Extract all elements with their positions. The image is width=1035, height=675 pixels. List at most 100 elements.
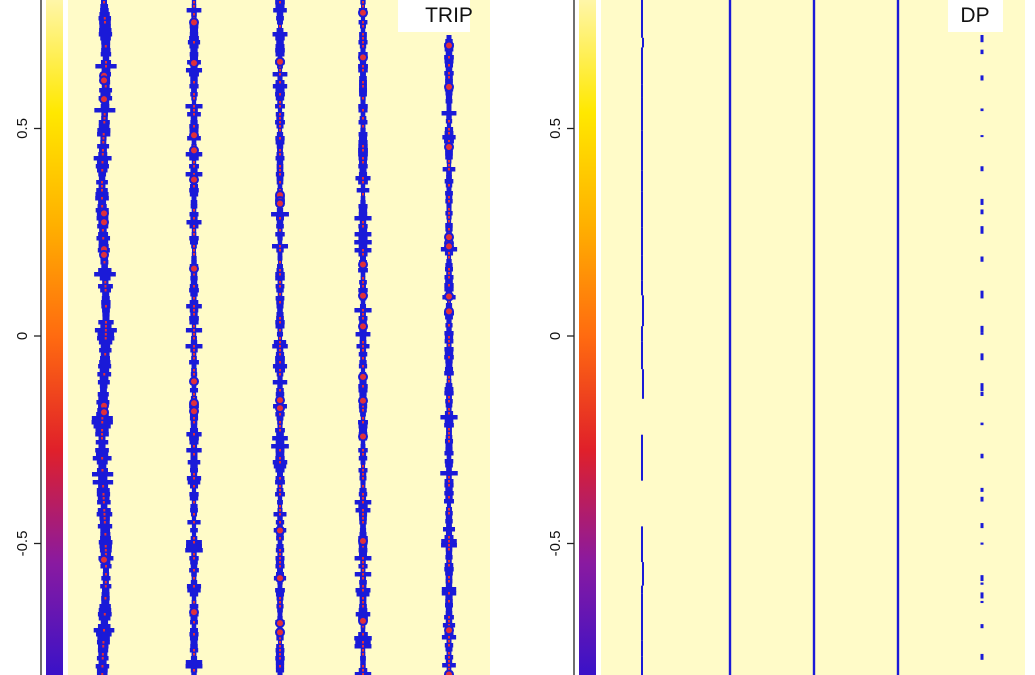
heatmap-core-cell	[362, 161, 364, 164]
heatmap-core-cell	[104, 597, 107, 600]
heatmap-fragment	[641, 640, 643, 657]
heatmap-core-cell	[279, 93, 281, 96]
heatmap-line	[812, 0, 816, 675]
heatmap-peak	[275, 403, 285, 414]
heatmap-core-cell	[362, 633, 364, 636]
heatmap-core-cell	[193, 105, 195, 108]
heatmap-core-cell	[448, 376, 450, 379]
heatmap-core-cell	[193, 249, 195, 252]
heatmap-core-cell	[362, 405, 364, 408]
heatmap-core-cell	[193, 225, 195, 228]
heatmap-peak	[444, 232, 454, 243]
heatmap-core-cell	[362, 145, 364, 148]
heatmap-peak	[189, 174, 199, 185]
heatmap-core-cell	[193, 1, 195, 4]
heatmap-core-cell	[448, 56, 450, 59]
heatmap-core-cell	[448, 356, 450, 359]
heatmap-core-cell	[279, 521, 281, 524]
heatmap-core-cell	[103, 613, 106, 616]
heatmap-core-cell	[279, 125, 281, 128]
heatmap-core-cell	[448, 140, 450, 143]
heatmap-fragment	[980, 325, 984, 333]
heatmap-core-cell	[362, 253, 364, 256]
heatmap-peak	[189, 57, 199, 68]
panel-dp: 0.5 0 -0.5 DP	[547, 0, 1025, 675]
heatmap-core-cell	[193, 285, 195, 288]
heatmap-peak	[189, 145, 199, 156]
heatmap-core-cell	[362, 421, 364, 424]
heatmap-column	[354, 0, 372, 675]
heatmap-core-cell	[102, 133, 105, 136]
colorbar	[579, 0, 596, 675]
heatmap-core-cell	[279, 457, 281, 460]
heatmap-fragment	[980, 108, 984, 112]
heatmap-core-cell	[193, 253, 195, 256]
heatmap-core-cell	[362, 453, 364, 456]
heatmap-core-cell	[362, 225, 364, 228]
heatmap-core-cell	[448, 436, 450, 439]
heatmap-core-cell	[448, 576, 450, 579]
heatmap-core-cell	[103, 513, 106, 516]
heatmap-core-cell	[448, 592, 450, 595]
heatmap-core-cell	[101, 169, 104, 172]
heatmap-core-cell	[448, 652, 450, 655]
heatmap-peak	[275, 525, 285, 536]
heatmap-core-cell	[193, 501, 195, 504]
heatmap-core-cell	[279, 81, 281, 84]
heatmap-core-cell	[103, 17, 106, 20]
heatmap-fragment	[641, 326, 643, 342]
heatmap-peak	[275, 618, 285, 629]
heatmap-core-cell	[102, 497, 105, 500]
heatmap-core-cell	[103, 517, 106, 520]
heatmap-peak	[275, 627, 285, 638]
heatmap-core-cell	[193, 633, 195, 636]
heatmap-fragment	[980, 600, 984, 604]
heatmap-core-cell	[101, 657, 104, 660]
heatmap-fragment	[980, 332, 984, 335]
heatmap-core-cell	[102, 493, 105, 496]
heatmap-core-cell	[193, 209, 195, 212]
heatmap-core-cell	[102, 641, 105, 644]
colorbar	[46, 0, 63, 675]
heatmap-peak	[358, 431, 368, 442]
heatmap-core-cell	[362, 285, 364, 288]
heatmap-core-cell	[279, 341, 281, 344]
heatmap-core-cell	[448, 160, 450, 163]
heatmap-core-cell	[362, 277, 364, 280]
heatmap-core-cell	[101, 185, 104, 188]
heatmap-core-cell	[448, 168, 450, 171]
colorbar-tick-label: 0	[547, 332, 564, 340]
heatmap-core-cell	[102, 485, 105, 488]
heatmap-core-cell	[448, 220, 450, 223]
heatmap-column	[185, 0, 203, 675]
heatmap-core-cell	[448, 216, 450, 219]
heatmap-core-cell	[362, 565, 364, 568]
heatmap-core-cell	[193, 125, 195, 128]
heatmap-core-cell	[193, 473, 195, 476]
colorbar-tick-label: -0.5	[14, 531, 31, 557]
heatmap-core-cell	[279, 113, 281, 116]
heatmap-peak	[99, 94, 109, 105]
heatmap-core-cell	[448, 208, 450, 211]
heatmap-core-cell	[448, 660, 450, 663]
heatmap-core-cell	[448, 396, 450, 399]
heatmap-core-cell	[102, 237, 105, 240]
heatmap-fragment	[641, 434, 643, 481]
heatmap-core-cell	[193, 185, 195, 188]
heatmap-core-cell	[103, 1, 105, 4]
heatmap-core-cell	[362, 125, 364, 128]
heatmap-core-cell	[104, 329, 107, 332]
heatmap-core-cell	[448, 644, 450, 647]
heatmap-core-cell	[104, 321, 107, 324]
heatmap-core-cell	[448, 544, 450, 547]
heatmap-fragment	[980, 542, 984, 545]
heatmap-fragment	[980, 226, 984, 234]
heatmap-core-cell	[448, 272, 450, 275]
heatmap-core-cell	[279, 645, 281, 648]
heatmap-core-cell	[448, 540, 450, 543]
heatmap-core-cell	[362, 585, 364, 588]
heatmap-core-cell	[362, 485, 364, 488]
heatmap-core-cell	[362, 1, 364, 4]
heatmap-core-cell	[448, 184, 450, 187]
heatmap-core-cell	[103, 373, 106, 376]
